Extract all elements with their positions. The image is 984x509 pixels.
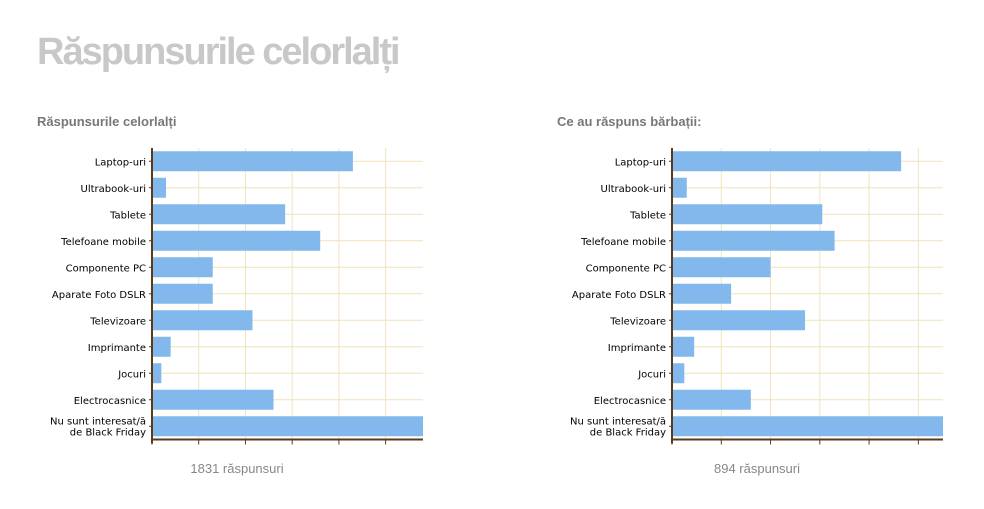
category-label-1: Ultrabook-uri xyxy=(81,184,146,195)
bar-9 xyxy=(672,389,751,410)
category-label-5: Aparate Foto DSLR xyxy=(572,290,666,301)
bar-7 xyxy=(152,336,171,357)
bar-10 xyxy=(152,416,423,437)
svg-text:Laptop-uri: Laptop-uri xyxy=(95,157,146,168)
category-label-4: Componente PC xyxy=(586,263,666,274)
chart-men: Laptop-uri Ultrabook-uri Tablete Telefoane … xyxy=(570,148,943,445)
svg-text:de Black Friday: de Black Friday xyxy=(590,427,666,438)
svg-text:Imprimante: Imprimante xyxy=(88,343,146,354)
category-label-6: Televizoare xyxy=(609,316,666,327)
category-label-5: Aparate Foto DSLR xyxy=(52,290,146,301)
svg-text:Nu sunt interesat/ă: Nu sunt interesat/ă xyxy=(50,416,146,427)
svg-text:Tablete: Tablete xyxy=(629,210,666,221)
bar-4 xyxy=(672,257,771,278)
svg-text:Telefoane mobile: Telefoane mobile xyxy=(60,237,146,248)
page-title: Răspunsurile celorlalți xyxy=(37,31,401,73)
svg-text:Ultrabook-uri: Ultrabook-uri xyxy=(81,184,146,195)
bar-1 xyxy=(152,177,167,198)
category-label-6: Televizoare xyxy=(89,316,146,327)
category-label-3: Telefoane mobile xyxy=(60,237,146,248)
category-label-10: Nu sunt interesat/ăde Black Friday xyxy=(50,416,146,438)
category-label-8: Jocuri xyxy=(117,369,146,380)
svg-text:Electrocasnice: Electrocasnice xyxy=(594,396,666,407)
category-label-9: Electrocasnice xyxy=(594,396,666,407)
bar-2 xyxy=(672,204,823,225)
bar-0 xyxy=(672,151,902,172)
svg-text:Tablete: Tablete xyxy=(109,210,146,221)
category-label-2: Tablete xyxy=(109,210,146,221)
svg-text:Componente PC: Componente PC xyxy=(66,263,146,274)
chart-title-men: Ce au răspuns bărbații: xyxy=(557,114,702,129)
svg-text:Aparate Foto DSLR: Aparate Foto DSLR xyxy=(52,290,146,301)
category-label-10: Nu sunt interesat/ăde Black Friday xyxy=(570,416,666,438)
bar-6 xyxy=(152,310,253,331)
category-label-9: Electrocasnice xyxy=(74,396,146,407)
category-label-8: Jocuri xyxy=(637,369,666,380)
bar-6 xyxy=(672,310,806,331)
bar-1 xyxy=(672,177,687,198)
category-label-0: Laptop-uri xyxy=(95,157,146,168)
svg-text:Telefoane mobile: Telefoane mobile xyxy=(580,237,666,248)
bar-8 xyxy=(672,363,685,384)
bar-2 xyxy=(152,204,286,225)
category-label-0: Laptop-uri xyxy=(615,157,666,168)
svg-text:Televizoare: Televizoare xyxy=(609,316,666,327)
svg-text:Televizoare: Televizoare xyxy=(89,316,146,327)
bar-8 xyxy=(152,363,162,384)
svg-text:Ultrabook-uri: Ultrabook-uri xyxy=(601,184,666,195)
bar-10 xyxy=(672,416,943,437)
bar-5 xyxy=(672,283,732,304)
chart-all-respondents: Laptop-uri Ultrabook-uri Tablete Telefoane … xyxy=(50,148,423,445)
bar-3 xyxy=(152,230,321,251)
bar-7 xyxy=(672,336,695,357)
bar-4 xyxy=(152,257,213,278)
bar-5 xyxy=(152,283,213,304)
bar-3 xyxy=(672,230,835,251)
response-count-all: 1831 răspunsuri xyxy=(190,461,284,476)
category-label-4: Componente PC xyxy=(66,263,146,274)
svg-text:Aparate Foto DSLR: Aparate Foto DSLR xyxy=(572,290,666,301)
response-count-men: 894 răspunsuri xyxy=(714,461,800,476)
svg-text:de Black Friday: de Black Friday xyxy=(70,427,146,438)
category-label-7: Imprimante xyxy=(608,343,666,354)
category-label-1: Ultrabook-uri xyxy=(601,184,666,195)
category-label-3: Telefoane mobile xyxy=(580,237,666,248)
bar-9 xyxy=(152,389,274,410)
category-label-2: Tablete xyxy=(629,210,666,221)
svg-text:Laptop-uri: Laptop-uri xyxy=(615,157,666,168)
svg-text:Electrocasnice: Electrocasnice xyxy=(74,396,146,407)
svg-text:Imprimante: Imprimante xyxy=(608,343,666,354)
chart-title-all: Răspunsurile celorlalți xyxy=(37,114,177,129)
category-label-7: Imprimante xyxy=(88,343,146,354)
svg-text:Jocuri: Jocuri xyxy=(637,369,666,380)
bar-0 xyxy=(152,151,353,172)
svg-text:Jocuri: Jocuri xyxy=(117,369,146,380)
svg-text:Nu sunt interesat/ă: Nu sunt interesat/ă xyxy=(570,416,666,427)
svg-text:Componente PC: Componente PC xyxy=(586,263,666,274)
